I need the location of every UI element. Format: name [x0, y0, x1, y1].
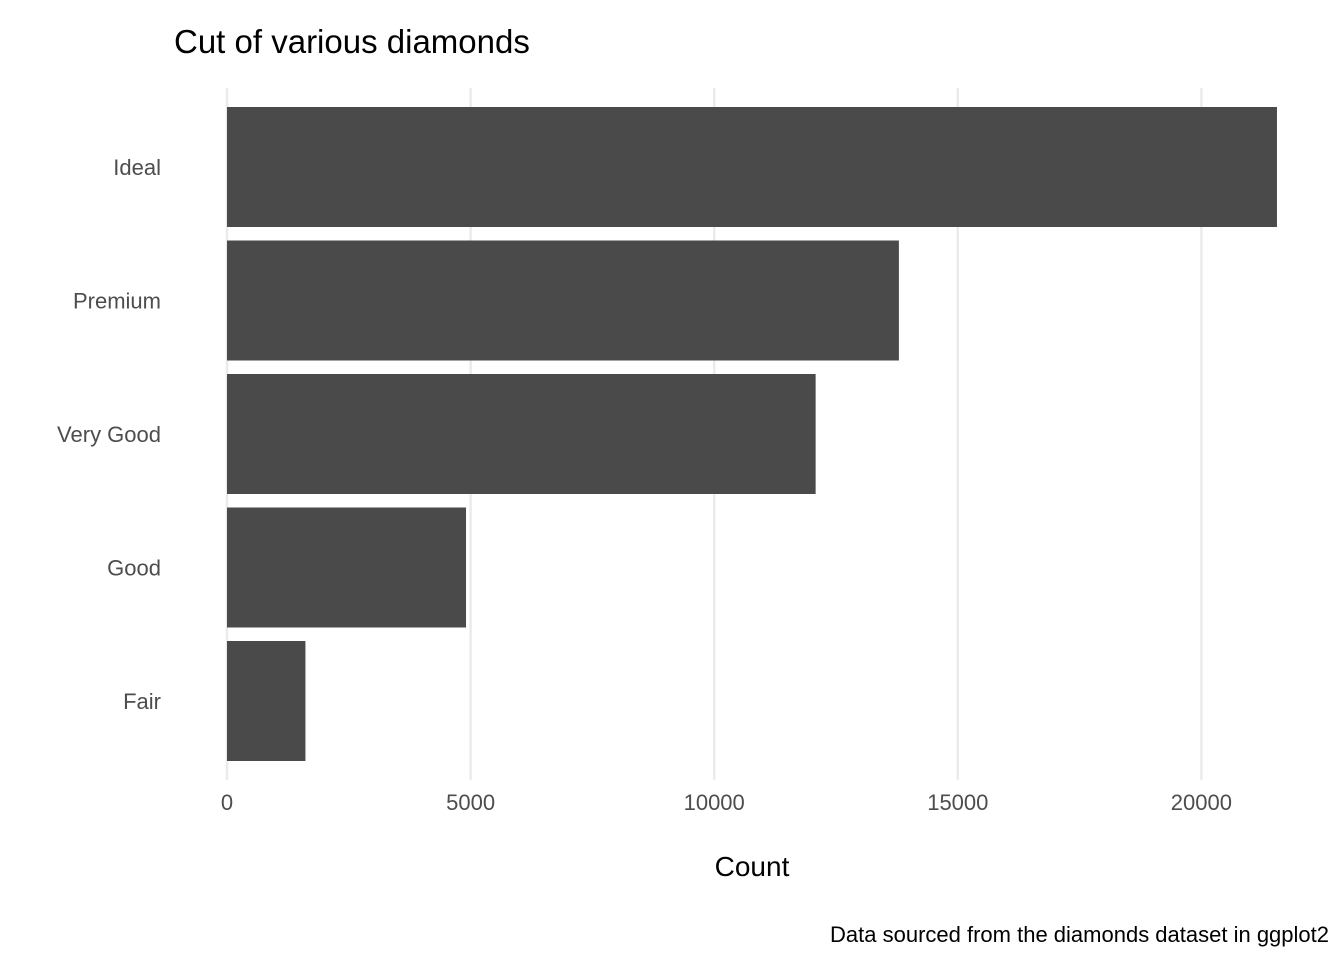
- x-tick-label: 0: [221, 790, 233, 815]
- chart-caption: Data sourced from the diamonds dataset i…: [830, 922, 1329, 947]
- x-tick-label: 20000: [1171, 790, 1232, 815]
- y-axis-tick-labels: Ideal Premium Very Good Good Fair: [57, 155, 161, 714]
- bars: [227, 107, 1277, 761]
- x-tick-label: 10000: [684, 790, 745, 815]
- bar-very-good: [227, 374, 816, 494]
- bar-ideal: [227, 107, 1277, 227]
- y-tick-label: Ideal: [113, 155, 161, 180]
- bar-fair: [227, 641, 306, 761]
- x-tick-label: 15000: [927, 790, 988, 815]
- x-axis-tick-labels: 0 5000 10000 15000 20000: [221, 790, 1232, 815]
- y-tick-label: Fair: [123, 689, 161, 714]
- x-tick-label: 5000: [446, 790, 495, 815]
- y-tick-label: Very Good: [57, 422, 161, 447]
- bar-good: [227, 507, 467, 628]
- bar-premium: [227, 240, 899, 361]
- y-tick-label: Good: [107, 556, 161, 581]
- x-axis-title: Count: [715, 851, 790, 882]
- y-tick-label: Premium: [73, 289, 161, 314]
- chart-title: Cut of various diamonds: [174, 23, 530, 60]
